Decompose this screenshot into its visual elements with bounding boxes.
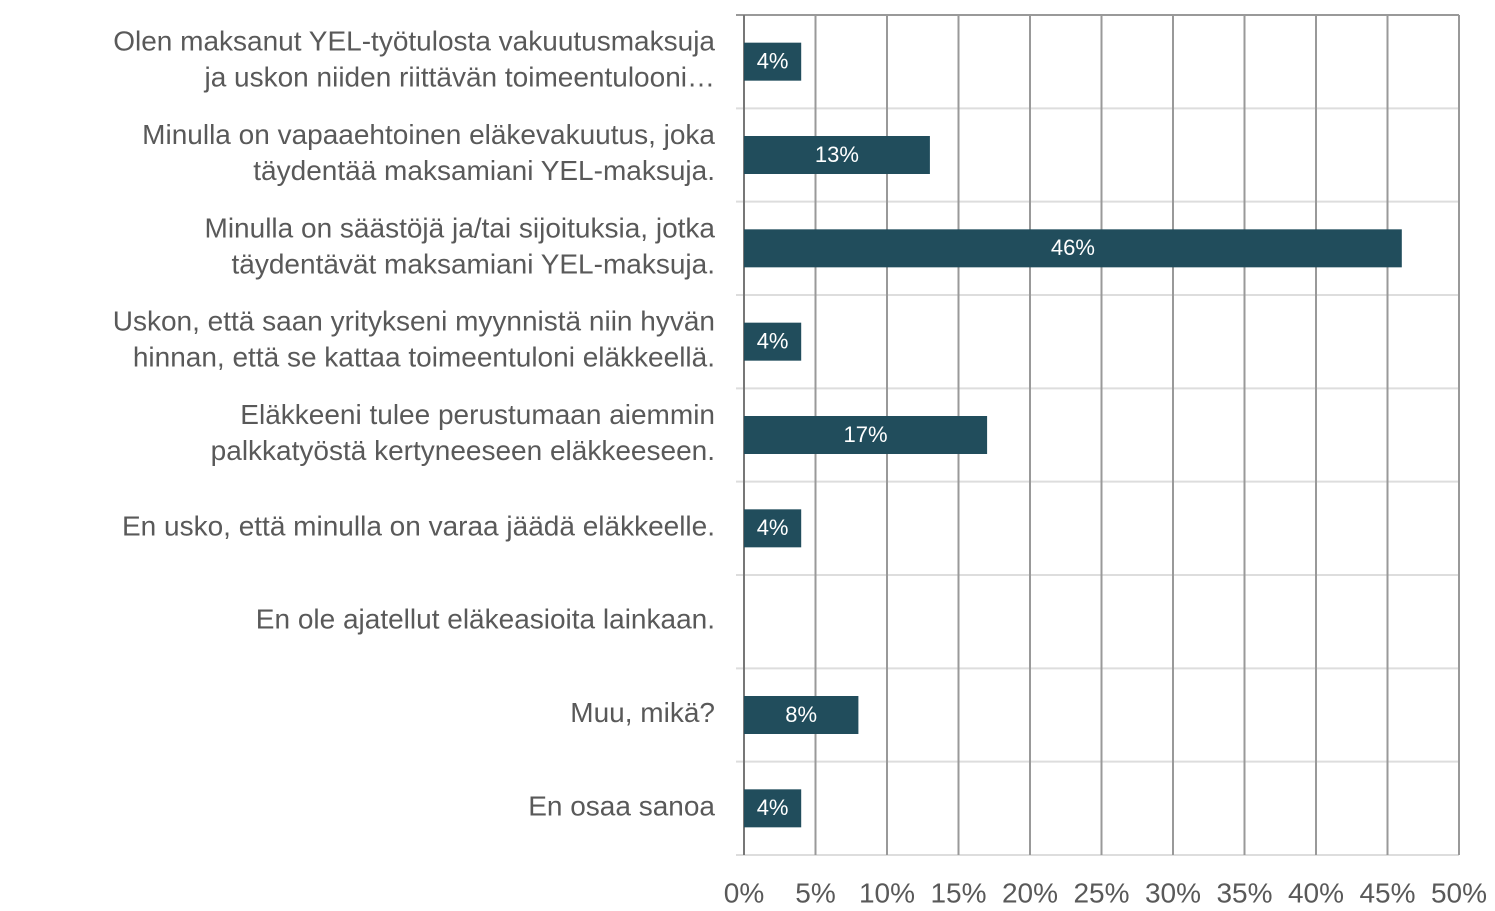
category-label: Eläkkeeni tulee perustumaan aiemmin palkk… [211,399,715,466]
bar [744,789,802,828]
category-label: Minulla on vapaaehtoinen eläkevakuutus, … [142,119,715,186]
category-label-line: Uskon, että saan yritykseni myynnistä ni… [113,306,715,337]
value-label: 46% [1051,235,1095,260]
x-tick-label: 15% [930,877,986,908]
value-label: 8% [785,702,817,727]
category-label-line: Minulla on säästöjä ja/tai sijoituksia, … [205,213,716,244]
bar [744,509,802,548]
x-tick-label: 20% [1002,877,1058,908]
category-label-line: täydentää maksamiani YEL-maksuja. [253,155,715,186]
category-label: En usko, että minulla on varaa jäädä elä… [122,511,715,542]
bar [744,322,802,361]
bar [744,136,930,174]
bar [744,696,859,734]
x-tick-label: 35% [1216,877,1272,908]
value-label: 13% [815,142,859,167]
value-label: 4% [757,328,789,353]
category-label: Minulla on säästöjä ja/tai sijoituksia, … [205,213,716,280]
bar [744,416,988,454]
category-label: Muu, mikä? [570,697,715,728]
x-tick-label: 30% [1145,877,1201,908]
category-label-line: ja uskon niiden riittävän toimeentulooni… [203,62,715,93]
value-label: 17% [844,422,888,447]
category-label-line: En ole ajatellut eläkeasioita lainkaan. [256,604,715,635]
category-label-line: En osaa sanoa [528,791,715,822]
bar [744,229,1402,268]
x-tick-label: 5% [795,877,835,908]
category-label: En ole ajatellut eläkeasioita lainkaan. [256,604,715,635]
category-label-line: Olen maksanut YEL-työtulosta vakuutusmak… [113,26,715,57]
category-label: En osaa sanoa [528,791,715,822]
category-label-line: Muu, mikä? [570,697,715,728]
bar [744,42,802,81]
x-tick-label: 0% [724,877,764,908]
category-label: Uskon, että saan yritykseni myynnistä ni… [113,306,715,373]
category-label-line: hinnan, että se kattaa toimeentuloni elä… [133,342,715,373]
value-label: 4% [757,795,789,820]
category-label-line: En usko, että minulla on varaa jäädä elä… [122,511,715,542]
category-label-line: Minulla on vapaaehtoinen eläkevakuutus, … [142,119,715,150]
value-label: 4% [757,48,789,73]
x-tick-label: 50% [1431,877,1487,908]
x-tick-label: 10% [859,877,915,908]
category-label: Olen maksanut YEL-työtulosta vakuutusmak… [113,26,715,93]
x-tick-label: 40% [1288,877,1344,908]
category-label-line: Eläkkeeni tulee perustumaan aiemmin [240,399,715,430]
x-tick-label: 25% [1073,877,1129,908]
category-label-line: täydentävät maksamiani YEL-maksuja. [232,249,716,280]
x-tick-label: 45% [1359,877,1415,908]
category-label-line: palkkatyöstä kertyneeseen eläkkeeseen. [211,435,715,466]
value-label: 4% [757,515,789,540]
